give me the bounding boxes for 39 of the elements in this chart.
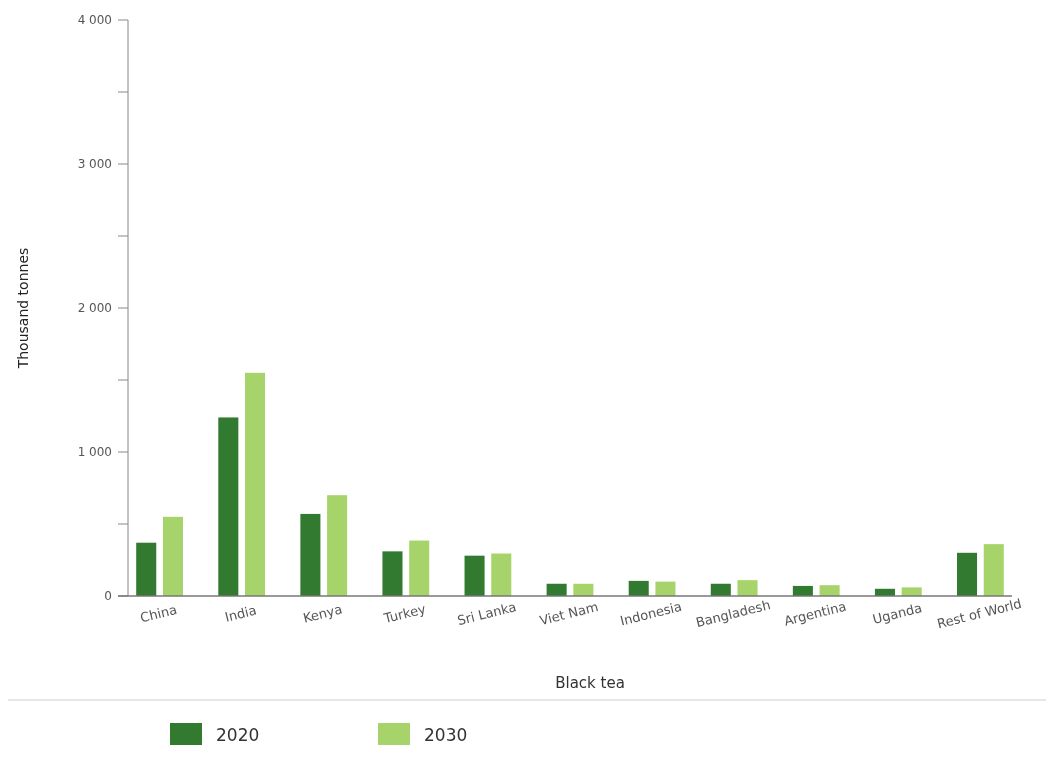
x-tick-label: India (223, 602, 258, 625)
bar (491, 553, 512, 596)
bar (546, 583, 567, 596)
bar (573, 583, 594, 596)
bar (983, 544, 1004, 596)
y-tick-label: 0 (104, 589, 112, 604)
x-tick-label: China (138, 601, 179, 626)
x-tick-label: Viet Nam (538, 599, 600, 629)
bar (628, 580, 649, 596)
bar (901, 587, 922, 596)
bar (327, 495, 348, 596)
x-tick-label: Uganda (871, 600, 924, 627)
bar (409, 540, 430, 596)
bar (737, 580, 758, 596)
y-tick-label: 1 000 (77, 445, 112, 460)
y-tick-label: 2 000 (77, 301, 112, 316)
x-tick-label: Rest of World (935, 595, 1024, 632)
x-tick-label: Kenya (301, 601, 344, 626)
bar (382, 551, 403, 596)
bar (819, 585, 840, 596)
x-tick-label: Argentina (782, 598, 848, 629)
x-axis-title: Black tea (555, 674, 625, 692)
bar (710, 583, 731, 596)
x-tick-label: Sri Lanka (455, 599, 518, 629)
bar (957, 552, 978, 596)
legend-label: 2030 (424, 725, 468, 745)
x-tick-label: Turkey (381, 601, 428, 627)
bar (655, 581, 676, 596)
bar (162, 516, 183, 596)
y-tick-label: 4 000 (77, 13, 112, 28)
y-tick-label: 3 000 (77, 157, 112, 172)
y-axis-title: Thousand tonnes (15, 247, 31, 370)
x-tick-label: Indonesia (618, 598, 684, 629)
bar (464, 555, 485, 596)
bar (218, 417, 239, 596)
bar (245, 372, 266, 596)
bar (136, 542, 157, 596)
bar (300, 513, 321, 596)
legend-label: 2020 (216, 725, 260, 745)
